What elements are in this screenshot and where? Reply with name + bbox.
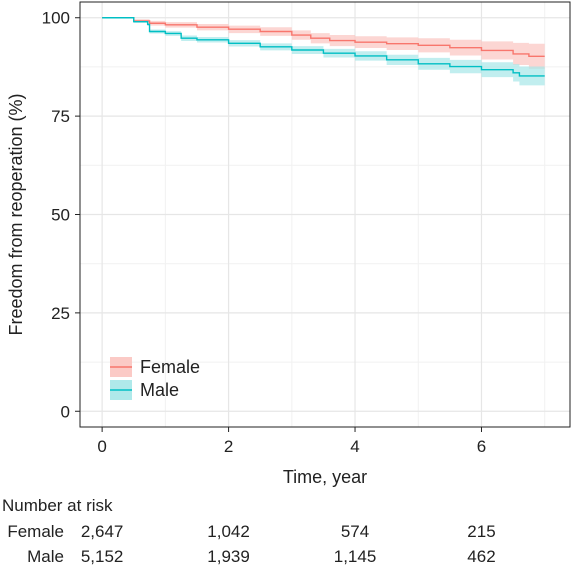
band-female — [102, 17, 545, 70]
x-tick-label: 4 — [350, 437, 359, 456]
x-axis-label: Time, year — [283, 467, 367, 487]
risk-count: 462 — [467, 547, 495, 566]
risk-count: 5,152 — [81, 547, 124, 566]
risk-table: Number at risk Female 2,647 1,042 574 215 Male… — [2, 496, 496, 566]
y-axis-label: Freedom from reoperation (%) — [6, 93, 26, 335]
risk-row-label: Female — [7, 522, 64, 541]
y-tick-label: 75 — [51, 107, 70, 126]
risk-count: 574 — [341, 522, 369, 541]
x-tick-label: 2 — [224, 437, 233, 456]
risk-count: 215 — [467, 522, 495, 541]
legend-label: Male — [140, 380, 179, 400]
legend-label: Female — [140, 357, 200, 377]
survival-curves — [102, 17, 545, 77]
risk-count: 1,042 — [207, 522, 250, 541]
y-tick-label: 25 — [51, 304, 70, 323]
y-tick-label: 50 — [51, 206, 70, 225]
y-tick-label: 100 — [42, 9, 70, 28]
x-tick-label: 0 — [97, 437, 106, 456]
risk-row-label: Male — [27, 547, 64, 566]
risk-count: 2,647 — [81, 522, 124, 541]
axis-ticks: 0 25 50 75 100 0 2 4 6 — [42, 9, 487, 456]
x-tick-label: 6 — [477, 437, 486, 456]
y-tick-label: 0 — [61, 402, 70, 421]
curve-male — [102, 17, 545, 77]
risk-count: 1,145 — [334, 547, 377, 566]
risk-count: 1,939 — [207, 547, 250, 566]
risk-table-title: Number at risk — [2, 496, 113, 515]
curve-female — [102, 17, 545, 58]
legend: Female Male — [110, 357, 200, 400]
